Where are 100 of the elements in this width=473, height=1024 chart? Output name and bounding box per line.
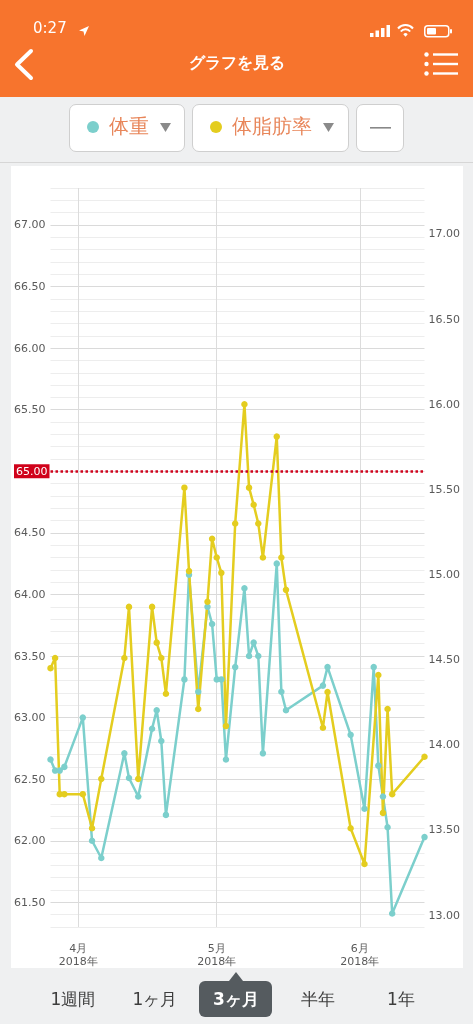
y-tick-label: 62.00 [13, 834, 46, 848]
point [324, 663, 331, 671]
point [56, 767, 63, 774]
point [79, 790, 87, 798]
text: 半年 [301, 988, 335, 1010]
y-tick-label: 63.00 [13, 711, 46, 725]
point [361, 805, 368, 813]
y2-tick-label: 15.00 [428, 568, 461, 582]
point [421, 753, 428, 760]
point [388, 910, 396, 917]
y2-tick-label: 16.50 [428, 312, 461, 326]
point [370, 663, 377, 671]
point [121, 654, 128, 662]
point [61, 790, 68, 798]
legend-label: 体重 [109, 114, 149, 138]
point [379, 793, 387, 800]
point [241, 585, 248, 592]
point [208, 535, 216, 543]
text: 0:27 [33, 18, 67, 38]
point [319, 724, 327, 732]
point [319, 682, 327, 689]
point [47, 756, 54, 763]
point [282, 586, 290, 594]
point [181, 676, 188, 683]
point [148, 725, 156, 732]
point [347, 731, 354, 739]
point [259, 554, 267, 561]
point [218, 676, 225, 683]
point [245, 484, 253, 491]
point [195, 705, 202, 713]
point [162, 690, 170, 697]
point [181, 484, 188, 491]
point [61, 763, 68, 771]
point [282, 706, 290, 714]
x-tick-label: 4月 2018年 [58, 942, 98, 968]
y2-tick-label: 14.50 [428, 653, 461, 667]
point [250, 501, 257, 508]
point [222, 722, 230, 730]
text: 1週間 [50, 988, 96, 1010]
x-tick-label: 5月 2018年 [197, 942, 237, 968]
point [379, 809, 387, 817]
point [421, 833, 428, 841]
y-tick-label: 66.00 [13, 341, 46, 355]
chart-title: グラフを見る [187, 52, 286, 74]
point [241, 401, 248, 408]
point [79, 714, 87, 721]
text: 1年 [387, 988, 415, 1010]
point [375, 762, 382, 769]
point [273, 433, 280, 440]
point [388, 790, 396, 798]
y-tick-label: 64.50 [13, 526, 46, 540]
point [259, 750, 267, 757]
y-tick-label: 61.50 [13, 895, 46, 909]
y2-tick-label: 17.00 [428, 227, 461, 241]
point [245, 652, 253, 660]
point [384, 823, 391, 831]
y-tick-label: 63.50 [13, 649, 46, 663]
y-tick-label: 65.50 [13, 403, 46, 417]
point [51, 654, 59, 662]
y2-tick-label: 14.00 [428, 738, 461, 752]
point [185, 567, 193, 575]
text: 1ヶ月 [132, 988, 178, 1010]
y-tick-label: 66.50 [13, 280, 46, 294]
point [153, 639, 160, 646]
point [361, 860, 368, 868]
point [255, 520, 262, 527]
point [47, 664, 54, 672]
y2-tick-label: 15.50 [428, 482, 461, 496]
x-tick-label: 6月 2018年 [340, 942, 380, 968]
y2-tick-label: 16.00 [428, 397, 461, 411]
point [231, 663, 239, 671]
point [121, 750, 128, 757]
point [98, 854, 105, 862]
point [204, 598, 211, 606]
point [222, 756, 230, 763]
point [231, 520, 239, 527]
point [250, 639, 257, 646]
point [158, 654, 165, 662]
point [278, 688, 285, 695]
y2-tick-label: 13.00 [428, 908, 461, 922]
point [324, 688, 331, 696]
ref-line-label: 65.00 [15, 464, 48, 478]
point [125, 774, 133, 782]
point [158, 737, 165, 745]
text: 3ヶ月 [213, 988, 259, 1010]
y2-tick-label: 13.50 [428, 823, 461, 837]
point [208, 620, 216, 628]
point [213, 554, 220, 561]
point [148, 603, 156, 611]
point [347, 824, 354, 832]
point [278, 554, 285, 561]
point [134, 793, 142, 800]
point [375, 671, 382, 679]
point [125, 603, 133, 611]
y-tick-label: 62.50 [13, 772, 46, 786]
point [88, 837, 96, 845]
legend-label: 体脂肪率 [232, 114, 312, 138]
point [153, 706, 160, 714]
point [195, 688, 202, 695]
point [255, 652, 262, 660]
